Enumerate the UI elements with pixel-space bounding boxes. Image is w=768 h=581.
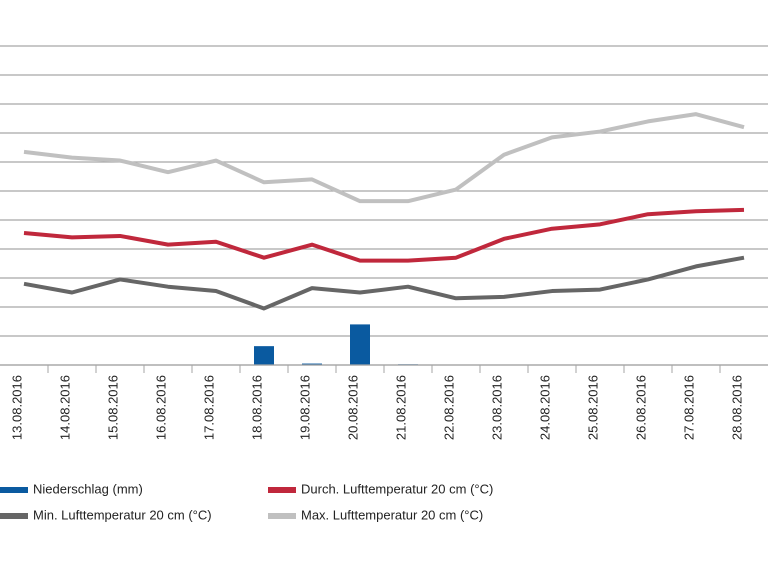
x-tick-label: 14.08.2016 bbox=[57, 375, 72, 440]
x-tick-label: 22.08.2016 bbox=[441, 375, 456, 440]
x-tick-label: 27.08.2016 bbox=[681, 375, 696, 440]
bar bbox=[302, 363, 322, 365]
x-tick-label: 15.08.2016 bbox=[105, 375, 120, 440]
legend-swatch bbox=[268, 487, 296, 493]
x-tick-label: 24.08.2016 bbox=[537, 375, 552, 440]
x-tick-label: 21.08.2016 bbox=[393, 375, 408, 440]
legend-swatch bbox=[0, 487, 28, 493]
x-tick-label: 17.08.2016 bbox=[201, 375, 216, 440]
bar bbox=[350, 324, 370, 365]
x-tick-label: 18.08.2016 bbox=[249, 375, 264, 440]
legend-label: Durch. Lufttemperatur 20 cm (°C) bbox=[301, 481, 493, 496]
x-tick-label: 13.08.2016 bbox=[9, 375, 24, 440]
line bbox=[23, 112, 745, 204]
legend-swatch bbox=[268, 513, 296, 519]
legend-swatch bbox=[0, 513, 28, 519]
legend-label: Min. Lufttemperatur 20 cm (°C) bbox=[33, 507, 212, 522]
line bbox=[23, 207, 745, 263]
x-tick-label: 26.08.2016 bbox=[633, 375, 648, 440]
x-tick-label: 16.08.2016 bbox=[153, 375, 168, 440]
x-tick-label: 19.08.2016 bbox=[297, 375, 312, 440]
x-tick-label: 28.08.2016 bbox=[729, 375, 744, 440]
legend-label: Max. Lufttemperatur 20 cm (°C) bbox=[301, 507, 483, 522]
x-tick-label: 25.08.2016 bbox=[585, 375, 600, 440]
bar bbox=[254, 346, 274, 365]
line bbox=[23, 255, 745, 311]
x-tick-label: 23.08.2016 bbox=[489, 375, 504, 440]
legend-label: Niederschlag (mm) bbox=[33, 481, 143, 496]
x-tick-label: 20.08.2016 bbox=[345, 375, 360, 440]
